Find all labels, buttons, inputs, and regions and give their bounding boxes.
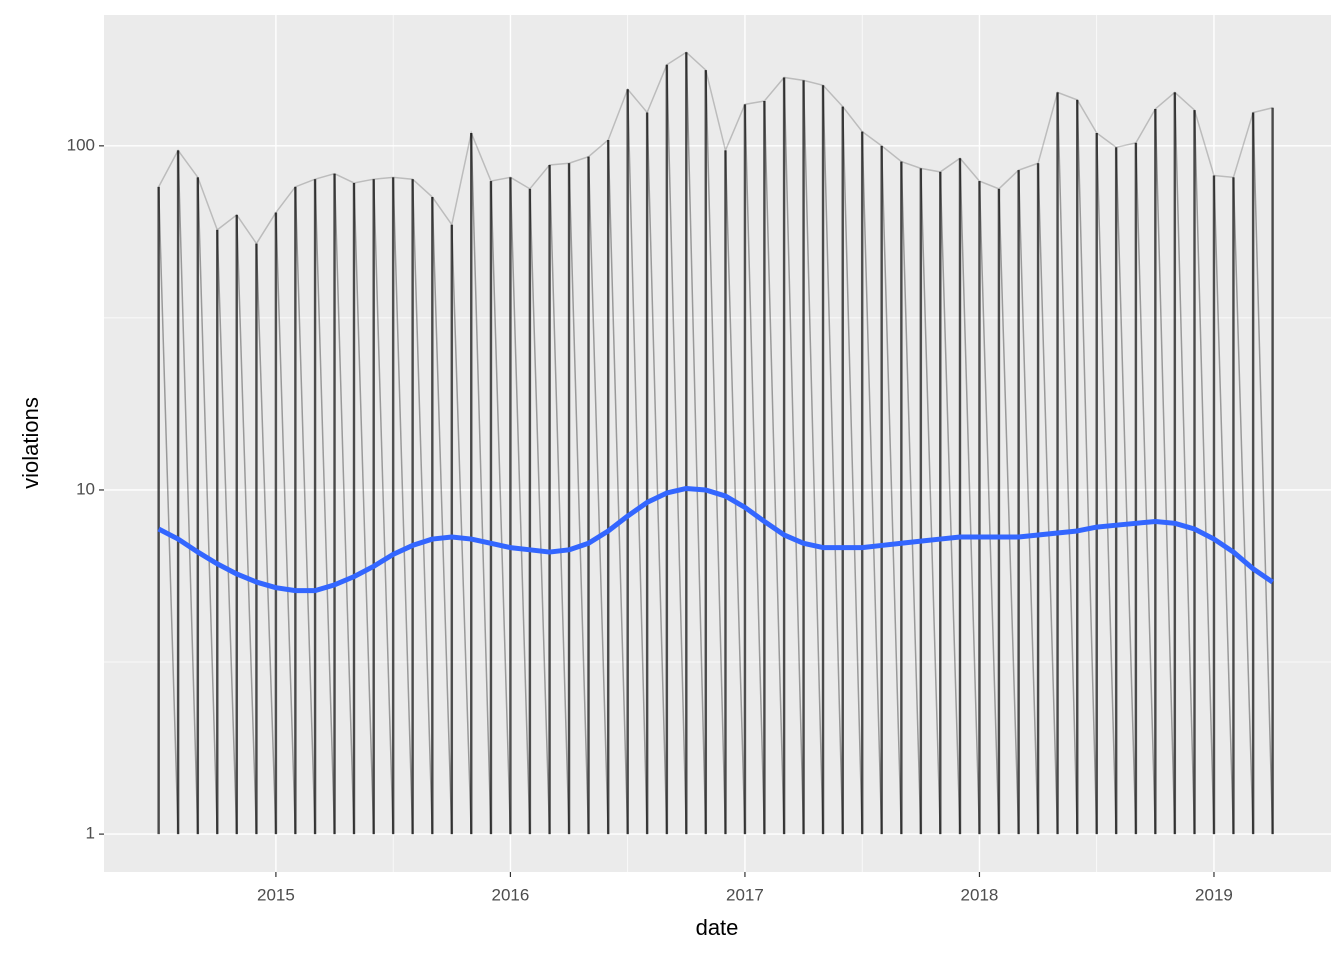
zigzag-line [1252,112,1274,835]
zigzag-line [626,89,648,835]
zigzag-line [392,177,414,835]
marks [157,51,1275,835]
zigzag-line [490,181,512,835]
zigzag-line [1135,142,1157,835]
zigzag-line [548,164,570,835]
zigzag-line [763,100,785,835]
zigzag-line [744,104,766,835]
zigzag-line [314,179,336,835]
zigzag-line [451,224,473,835]
zigzag-line [255,243,277,835]
zigzag-line [1076,99,1098,835]
zigzag-line [294,186,316,835]
y-tick-label: 10 [76,479,95,498]
zigzag-line [666,64,688,835]
trend-line [157,485,1275,594]
zigzag-line [568,163,590,835]
zigzag-line [333,173,355,835]
zigzag-line [900,161,922,835]
zigzag-line [197,177,219,835]
zigzag-line [529,188,551,835]
y-tick-label: 1 [86,824,95,843]
zigzag-line [353,182,375,835]
zigzag-line [509,177,531,835]
y-tick-label: 100 [67,135,95,154]
x-tick-label: 2019 [1195,885,1233,904]
zigzag-line [841,106,863,835]
zigzag-line [783,77,805,835]
x-tick-label: 2018 [961,885,999,904]
zigzag-line [998,188,1020,835]
zigzag-line [939,171,961,835]
zigzag-line [646,112,668,835]
high-line [157,51,1273,245]
zigzag-line [1095,132,1117,835]
zigzag-line [431,197,453,835]
zigzag-line [1174,92,1196,835]
zigzag-line [1154,108,1176,835]
zigzag-line [177,150,199,835]
zigzag-line [411,179,434,835]
zigzag-line [920,168,942,835]
zigzag-line [470,132,492,835]
zigzag-line [1232,177,1254,835]
zigzag-line [1213,175,1235,835]
x-tick-label: 2017 [726,885,764,904]
zigzag-line [1037,163,1059,835]
zigzag-line [861,131,883,835]
zigzag-line [724,150,746,835]
zigzag-line [607,139,629,835]
zigzag-line [587,156,609,835]
zigzag-line [880,145,903,835]
zigzag-line [978,181,1000,835]
zigzag-line [157,186,179,835]
zigzag-line [1193,110,1215,835]
zigzag-line [959,158,981,835]
zigzag-line [1115,147,1137,835]
zigzag-line [685,52,707,835]
zigzag-line [235,214,258,835]
zigzag-line [216,229,238,835]
zigzag-line [802,80,824,835]
zigzag-line [372,179,394,835]
x-axis-title: date [696,915,739,940]
zigzag-line [1056,92,1079,835]
panel [104,15,1331,872]
zigzag-line [822,85,844,835]
zigzag-line [705,70,727,835]
x-tick-label: 2015 [257,885,295,904]
zigzag-line [1017,170,1039,835]
zigzag-line [275,212,297,835]
y-axis-title: violations [18,397,43,489]
x-tick-label: 2016 [492,885,530,904]
